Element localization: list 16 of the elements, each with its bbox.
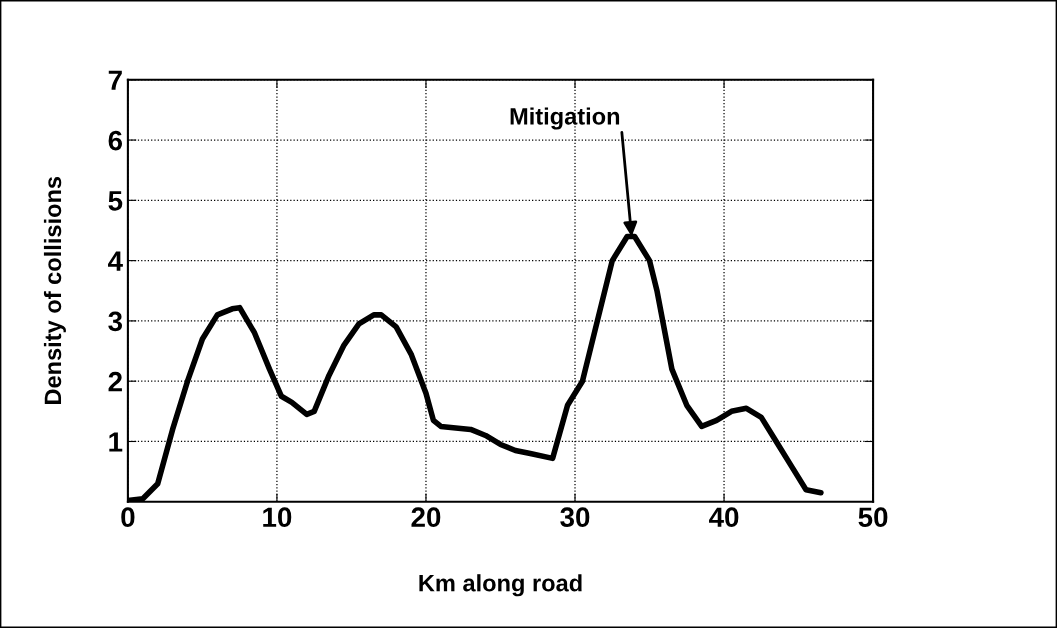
y-tick-label: 7 xyxy=(108,70,122,90)
x-tick-label: 10 xyxy=(263,507,292,528)
y-axis-title: Density of collisions xyxy=(43,176,66,404)
x-axis-title: Km along road xyxy=(419,574,582,597)
y-tick-label: 1 xyxy=(109,432,123,452)
y-tick-label: 2 xyxy=(108,371,122,392)
annotation: Mitigation xyxy=(510,107,620,130)
x-tick-label: 50 xyxy=(858,507,888,528)
x-tick-label: 0 xyxy=(121,507,135,528)
x-tick-label: 40 xyxy=(709,507,739,528)
y-tick-label: 4 xyxy=(108,251,123,271)
y-tick-label: 3 xyxy=(108,311,123,332)
x-tick-label: 20 xyxy=(411,507,441,528)
x-tick-label: 30 xyxy=(560,507,590,528)
y-tick-label: 5 xyxy=(108,191,123,211)
y-tick-label: 6 xyxy=(108,130,123,151)
